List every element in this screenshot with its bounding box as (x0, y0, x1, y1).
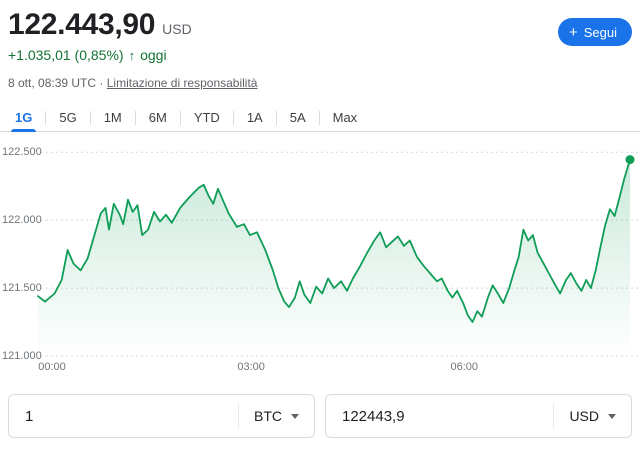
tab-1m[interactable]: 1M (103, 110, 122, 125)
x-axis-label: 00:00 (38, 361, 66, 373)
from-currency-label: BTC (254, 408, 282, 424)
latest-price-dot (625, 155, 635, 165)
converter-divider (553, 403, 555, 429)
quote-meta: 8 ott, 08:39 UTC · Limitazione di respon… (0, 63, 640, 90)
disclaimer-link[interactable]: Limitazione di responsabilità (106, 76, 258, 90)
price-currency-label: USD (162, 21, 192, 37)
price-chart[interactable]: 122.500 122.000 121.500 121.000 00:00 03:00 0… (0, 144, 640, 378)
tab-6m[interactable]: 6M (148, 110, 167, 125)
plus-icon: + (568, 23, 578, 41)
change-period: oggi (140, 47, 167, 63)
tab-5g[interactable]: 5G (59, 110, 77, 125)
tab-divider (89, 110, 91, 125)
tab-divider (275, 110, 277, 125)
tab-divider (318, 110, 320, 125)
converter-to: USD (325, 394, 632, 438)
tab-ytd[interactable]: YTD (193, 110, 220, 125)
range-tabs: 1G 5G 1M 6M YTD 1A 5A Max (0, 104, 640, 132)
x-axis-label: 03:00 (237, 361, 265, 373)
tab-5a[interactable]: 5A (289, 110, 306, 125)
price-line (37, 158, 631, 323)
price-change: +1.035,01 (0,85%) ↑ oggi (0, 42, 640, 63)
timestamp: 8 ott, 08:39 UTC (8, 76, 97, 90)
tab-divider (179, 110, 181, 125)
tab-1a[interactable]: 1A (246, 110, 263, 125)
tab-1g[interactable]: 1G (2, 104, 45, 132)
follow-button[interactable]: + Segui (557, 18, 632, 46)
change-value: +1.035,01 (0,85%) (8, 47, 124, 63)
y-axis-label: 122.000 (2, 214, 42, 227)
from-amount-input[interactable] (9, 407, 238, 425)
to-currency-select[interactable]: USD (554, 395, 631, 437)
y-axis-label: 121.000 (2, 350, 42, 362)
tab-divider (134, 110, 136, 125)
up-arrow-icon: ↑ (128, 47, 136, 63)
x-axis-label: 06:00 (450, 361, 478, 373)
currency-converter: BTC USD (0, 394, 640, 438)
follow-button-label: Segui (583, 24, 617, 40)
chevron-down-icon (291, 413, 299, 419)
to-currency-label: USD (569, 408, 599, 424)
from-currency-select[interactable]: BTC (239, 395, 314, 437)
tab-divider (232, 110, 234, 125)
y-axis-label: 121.500 (2, 282, 42, 295)
area-fill (38, 159, 630, 356)
price-line-chart (36, 151, 640, 357)
tab-max[interactable]: Max (332, 110, 358, 125)
converter-divider (238, 403, 239, 429)
x-axis: 00:00 03:00 06:00 (36, 361, 640, 375)
y-axis-label: 122.500 (2, 146, 42, 159)
meta-separator: · (99, 76, 104, 90)
converter-from: BTC (8, 394, 315, 438)
price-header: 122.443,90 USD (0, 0, 640, 42)
chevron-down-icon (608, 413, 616, 419)
current-price: 122.443,90 (8, 8, 156, 41)
to-amount-input[interactable] (326, 407, 554, 425)
tab-divider (45, 110, 47, 125)
